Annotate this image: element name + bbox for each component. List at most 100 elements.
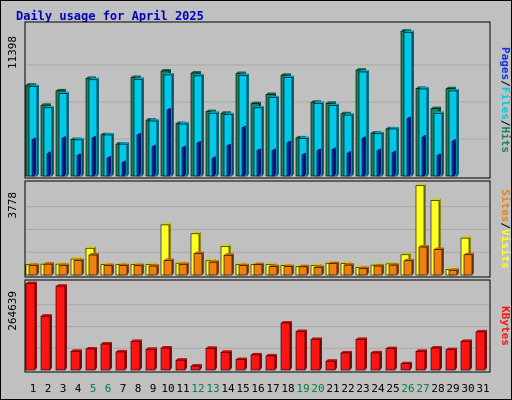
bar-files-day-15-top: [239, 73, 249, 76]
bar-pages-day-1: [31, 139, 35, 177]
bar-pages-day-9: [151, 146, 155, 177]
bar-hits-day-16-top: [251, 101, 261, 104]
bar-files-day-8-top: [134, 77, 144, 80]
bar-sites-day-29: [448, 270, 458, 276]
bar-pages-day-26: [406, 118, 410, 177]
x-tick-label-day-13: 13: [206, 382, 219, 395]
bar-sites-day-9-top: [149, 264, 159, 267]
bar-kbytes-day-12-side: [200, 364, 202, 370]
bar-kbytes-day-13-side: [215, 346, 217, 370]
bar-kbytes-day-23-side: [365, 337, 367, 370]
bar-sites-day-13-side: [217, 260, 219, 275]
bar-pages-day-19: [301, 154, 305, 177]
bar-kbytes-day-15-top: [236, 357, 247, 360]
bar-kbytes-day-22-top: [341, 350, 352, 353]
bar-visits-day-10-top: [161, 222, 171, 225]
bar-sites-day-9-side: [157, 264, 159, 275]
x-tick-label-day-7: 7: [120, 382, 127, 395]
bar-kbytes-day-24-top: [371, 350, 382, 353]
bar-pages-day-12-top: [197, 141, 201, 144]
bar-kbytes-day-17: [265, 355, 276, 371]
bar-pages-day-3-side: [64, 136, 66, 176]
bar-pages-day-8-top: [137, 132, 141, 135]
bar-kbytes-day-23-top: [356, 337, 367, 340]
bar-pages-day-8-side: [139, 132, 141, 176]
bar-kbytes-day-25-top: [386, 346, 397, 349]
ymax-label-visits-sites: 3778: [6, 192, 19, 219]
legend-visits-sites: Sites/Visits: [499, 189, 512, 269]
x-tick-label-day-23: 23: [356, 382, 369, 395]
bar-kbytes-day-12: [190, 365, 201, 371]
legend-separator: /: [499, 80, 512, 87]
bar-sites-day-21-top: [329, 261, 339, 264]
bar-pages-day-7-top: [122, 160, 126, 163]
bar-kbytes-day-29-top: [446, 347, 457, 350]
bar-kbytes-day-1: [25, 283, 36, 371]
bar-files-day-13-top: [209, 111, 219, 114]
bar-kbytes-day-18-top: [281, 320, 292, 323]
bar-kbytes-day-19-side: [305, 329, 307, 370]
bar-sites-day-19-top: [299, 264, 309, 267]
bar-sites-day-28: [433, 249, 443, 276]
bar-pages-day-14-top: [227, 143, 231, 146]
bar-pages-day-18: [286, 142, 290, 177]
bar-pages-day-12: [196, 142, 200, 177]
bar-pages-day-14-side: [229, 143, 231, 176]
bar-sites-day-27: [418, 246, 428, 276]
bar-kbytes-day-4-top: [71, 349, 82, 352]
bar-sites-day-20: [313, 266, 323, 276]
bar-files-day-1-side: [37, 84, 39, 176]
bar-pages-day-24-side: [379, 148, 381, 176]
bar-files-day-8-side: [142, 77, 144, 176]
bar-kbytes-day-3-top: [56, 284, 67, 287]
bar-pages-day-29: [451, 140, 455, 177]
bar-sites-day-3-side: [67, 263, 69, 275]
bar-hits-day-2-top: [41, 103, 51, 106]
bar-pages-day-6-side: [109, 156, 111, 176]
bar-pages-day-22: [346, 152, 350, 177]
bar-pages-day-24: [376, 150, 380, 177]
bar-kbytes-day-14-side: [230, 350, 232, 370]
bar-sites-day-6-side: [112, 263, 114, 275]
bar-pages-day-1-top: [32, 137, 36, 140]
bar-files-day-3-top: [59, 91, 69, 94]
bar-pages-day-3-top: [62, 136, 66, 139]
bar-sites-day-2-side: [52, 262, 54, 275]
bar-pages-day-4: [76, 155, 80, 177]
bar-pages-day-26-side: [409, 116, 411, 176]
x-tick-label-day-9: 9: [150, 382, 157, 395]
bar-visits-day-30-top: [461, 236, 471, 239]
bar-files-day-27-side: [427, 87, 429, 176]
bar-pages-day-9-top: [152, 144, 156, 147]
x-tick-label-day-16: 16: [251, 382, 264, 395]
bar-pages-day-19-top: [302, 152, 306, 155]
x-tick-label-day-8: 8: [135, 382, 142, 395]
bar-kbytes-day-6-side: [110, 342, 112, 370]
bar-sites-day-16-top: [254, 262, 264, 265]
bar-kbytes-day-22-side: [350, 350, 352, 370]
bar-kbytes-day-18-side: [290, 320, 292, 370]
bar-pages-day-12-side: [199, 141, 201, 176]
bar-kbytes-day-23: [355, 339, 366, 371]
bar-kbytes-day-30: [460, 341, 471, 371]
bar-pages-day-21: [331, 149, 335, 177]
bar-sites-day-24: [373, 265, 383, 276]
bar-kbytes-day-16: [250, 354, 261, 371]
bar-sites-day-4: [73, 260, 83, 276]
bar-hits-day-29-top: [446, 86, 456, 89]
bar-kbytes-day-28: [430, 347, 441, 371]
bar-files-day-11-side: [187, 122, 189, 176]
bar-kbytes-day-1-side: [35, 281, 37, 370]
bar-pages-day-17: [271, 150, 275, 177]
bar-pages-day-22-top: [347, 151, 351, 154]
bar-kbytes-day-26: [400, 363, 411, 371]
bar-sites-day-29-side: [457, 268, 459, 275]
bar-files-day-18-side: [292, 75, 294, 176]
bar-hits-day-17-top: [266, 92, 276, 95]
bar-pages-day-11-top: [182, 145, 186, 148]
bar-files-day-10-side: [172, 72, 174, 176]
bar-files-day-25-top: [389, 126, 399, 129]
bar-sites-day-11: [178, 264, 188, 276]
bar-kbytes-day-12-top: [191, 364, 202, 367]
bar-kbytes-day-2: [40, 315, 51, 371]
